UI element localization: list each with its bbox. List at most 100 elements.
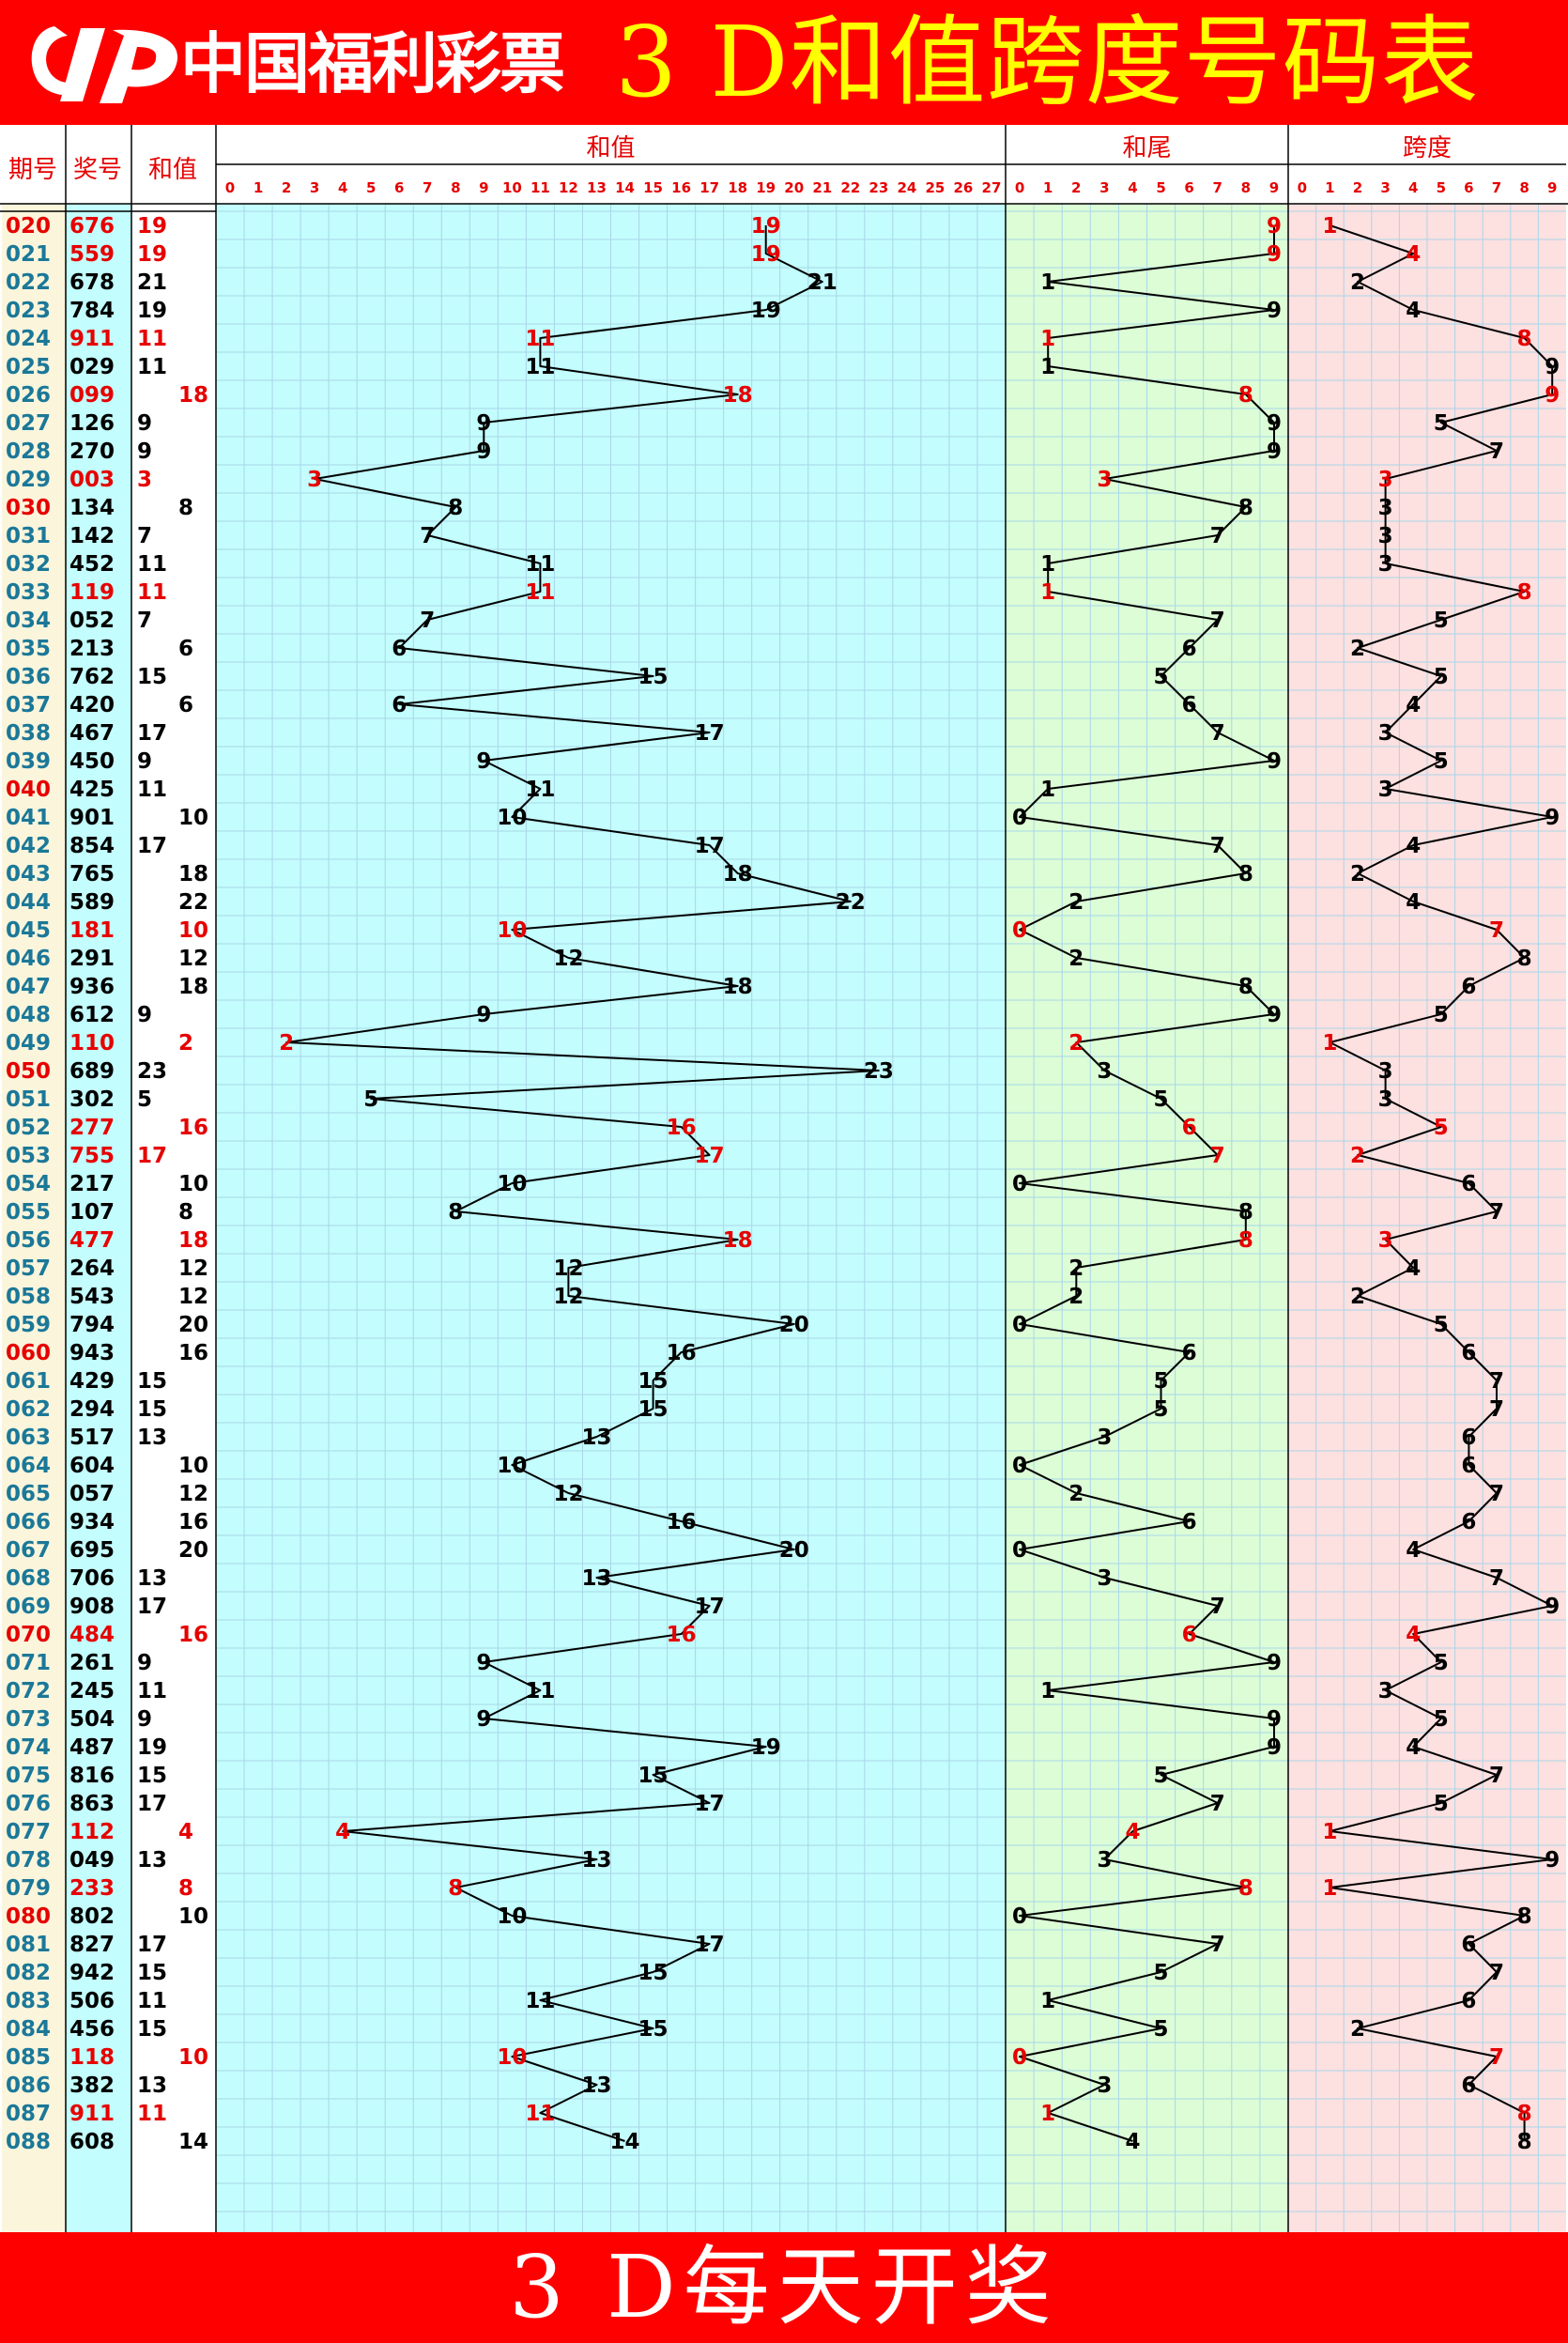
tail-point: 1 [1040, 1989, 1055, 2013]
sum-axis-tick: 25 [925, 179, 945, 196]
sum-point: 18 [723, 975, 753, 999]
sum-point: 17 [695, 834, 725, 858]
span-point: 2 [1350, 2017, 1365, 2042]
tail-point: 5 [1154, 2017, 1169, 2042]
sum-cell: 17 [137, 1595, 167, 1619]
period-cell: 040 [6, 778, 51, 802]
span-point: 7 [1489, 1961, 1504, 1985]
span-axis-tick: 7 [1492, 179, 1501, 196]
number-cell: 213 [69, 637, 115, 661]
sum-cell: 13 [137, 1426, 167, 1450]
period-cell: 066 [6, 1510, 51, 1534]
sum-cell: 10 [178, 806, 208, 830]
span-axis-tick: 2 [1353, 179, 1362, 196]
sum-cell: 9 [137, 1651, 152, 1675]
sum-axis-tick: 12 [559, 179, 578, 196]
span-point: 5 [1434, 1651, 1449, 1675]
period-cell: 063 [6, 1426, 51, 1450]
number-cell: 504 [69, 1707, 115, 1732]
sum-point: 11 [525, 552, 555, 577]
span-point: 3 [1378, 1059, 1393, 1084]
sum-point: 11 [525, 1989, 555, 2013]
period-cell: 060 [6, 1341, 51, 1365]
period-cell: 081 [6, 1933, 51, 1957]
tail-point: 9 [1267, 749, 1282, 774]
period-cell: 032 [6, 552, 51, 577]
span-point: 4 [1406, 834, 1421, 858]
span-axis-tick: 8 [1519, 179, 1529, 196]
span-point: 5 [1434, 1003, 1449, 1027]
tail-point: 0 [1012, 806, 1027, 830]
sum-point: 10 [497, 1904, 527, 1929]
tail-point: 5 [1154, 1087, 1169, 1112]
sum-point: 17 [695, 1933, 725, 1957]
sum-cell: 11 [137, 2102, 167, 2126]
footer-banner: 3 D每天开奖 [0, 2232, 1568, 2343]
tail-axis-tick: 5 [1156, 179, 1165, 196]
sum-axis-tick: 11 [530, 179, 550, 196]
tail-point: 1 [1040, 2102, 1055, 2126]
sum-cell: 18 [178, 383, 208, 408]
sum-point: 11 [525, 327, 555, 351]
sum-axis-tick: 9 [479, 179, 488, 196]
sum-point: 17 [695, 1144, 725, 1168]
number-cell: 612 [69, 1003, 115, 1027]
period-cell: 078 [6, 1848, 51, 1873]
span-point: 7 [1489, 2045, 1504, 2070]
sum-cell: 2 [178, 1031, 193, 1056]
period-cell: 062 [6, 1397, 51, 1422]
sum-cell: 11 [137, 778, 167, 802]
span-point: 4 [1406, 242, 1421, 267]
header-number: 奖号 [73, 156, 122, 184]
sum-point: 19 [751, 299, 781, 323]
span-axis-tick: 3 [1380, 179, 1390, 196]
span-axis-tick: 5 [1437, 179, 1446, 196]
tail-point: 5 [1154, 1764, 1169, 1788]
sum-cell: 14 [178, 2130, 208, 2154]
span-point: 2 [1350, 637, 1365, 661]
period-cell: 051 [6, 1087, 51, 1112]
sum-axis-tick: 15 [643, 179, 663, 196]
span-point: 7 [1489, 1764, 1504, 1788]
number-cell: 689 [69, 1059, 115, 1084]
tail-point: 6 [1182, 1116, 1197, 1140]
span-point: 5 [1434, 1792, 1449, 1816]
sum-point: 10 [497, 806, 527, 830]
tail-point: 9 [1267, 1651, 1282, 1675]
tail-point: 5 [1154, 1961, 1169, 1985]
header-span-section: 跨度 [1403, 134, 1452, 162]
tail-point: 9 [1267, 1735, 1282, 1760]
tail-point: 2 [1068, 1285, 1084, 1309]
number-cell: 816 [69, 1764, 115, 1788]
tail-point: 0 [1012, 2045, 1027, 2070]
tail-point: 2 [1068, 890, 1084, 915]
number-cell: 908 [69, 1595, 115, 1619]
sum-point: 15 [638, 1369, 669, 1394]
number-cell: 863 [69, 1792, 115, 1816]
tail-point: 0 [1012, 918, 1027, 943]
span-point: 4 [1406, 1623, 1421, 1647]
sum-axis-tick: 22 [840, 179, 860, 196]
period-cell: 039 [6, 749, 51, 774]
sum-point: 9 [476, 1003, 491, 1027]
tail-axis-tick: 1 [1043, 179, 1053, 196]
sum-cell: 16 [178, 1341, 208, 1365]
tail-point: 8 [1238, 383, 1253, 408]
span-point: 5 [1434, 411, 1449, 436]
sum-axis-tick: 13 [587, 179, 607, 196]
tail-point: 4 [1125, 2130, 1140, 2154]
period-cell: 046 [6, 947, 51, 971]
sum-cell: 15 [137, 665, 167, 689]
span-point: 3 [1378, 1087, 1393, 1112]
period-cell: 077 [6, 1820, 51, 1844]
tail-point: 1 [1040, 552, 1055, 577]
period-cell: 055 [6, 1200, 51, 1225]
span-point: 8 [1517, 2102, 1532, 2126]
header-period: 期号 [8, 156, 57, 184]
period-cell: 034 [6, 609, 51, 633]
sum-point: 10 [497, 1454, 527, 1478]
period-cell: 050 [6, 1059, 51, 1084]
span-point: 2 [1350, 862, 1365, 886]
sum-point: 16 [667, 1623, 697, 1647]
sum-axis-tick: 26 [954, 179, 974, 196]
